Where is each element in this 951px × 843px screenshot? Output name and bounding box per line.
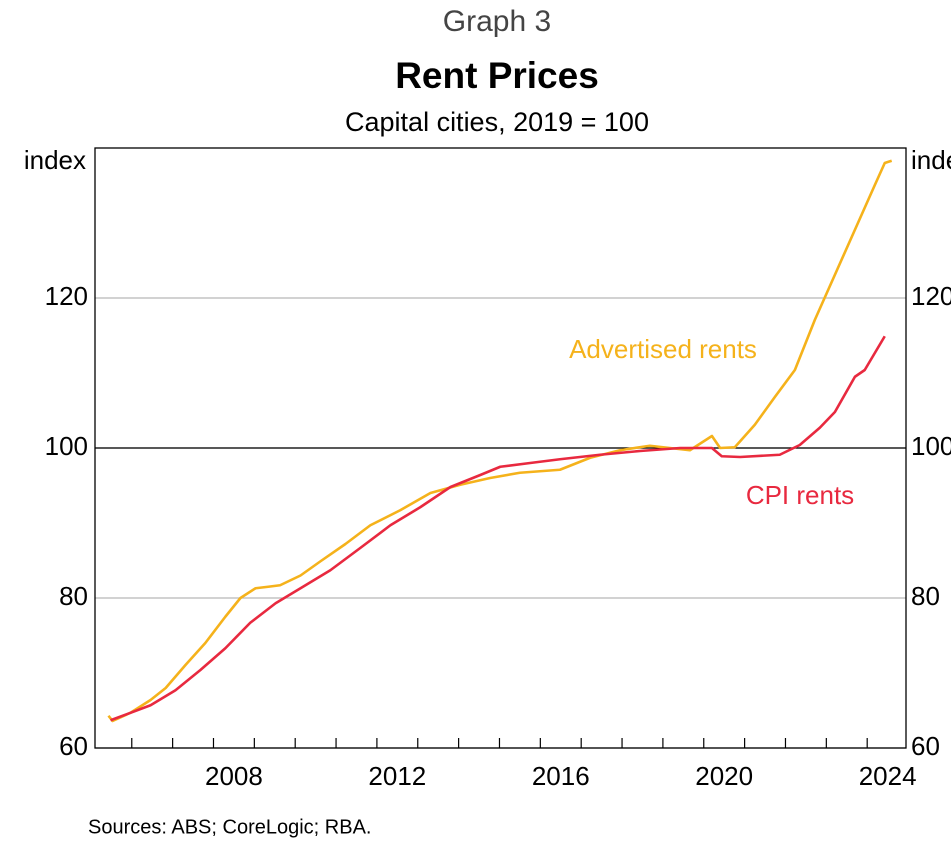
series-line xyxy=(110,335,886,722)
x-tick-label: 2016 xyxy=(532,761,590,791)
y-tick-label: 120 xyxy=(45,281,88,311)
y2-tick-label: 120 xyxy=(911,281,951,311)
x-tick-label: 2008 xyxy=(205,761,263,791)
graph-label: Graph 3 xyxy=(443,5,551,38)
y2-axis-label: index xyxy=(911,145,951,175)
source-note: Sources: ABS; CoreLogic; RBA. xyxy=(88,816,371,838)
y-tick-label: 60 xyxy=(59,731,88,761)
chart-title: Rent Prices xyxy=(395,55,599,96)
y2-tick-label: 60 xyxy=(911,731,940,761)
series-label: CPI rents xyxy=(746,480,854,510)
y-axis-label: index xyxy=(24,145,86,175)
series-label: Advertised rents xyxy=(569,334,757,364)
y-tick-label: 80 xyxy=(59,581,88,611)
x-tick-label: 2020 xyxy=(695,761,753,791)
series-line xyxy=(107,159,893,723)
y-tick-label: 100 xyxy=(45,431,88,461)
y2-tick-label: 100 xyxy=(911,431,951,461)
chart-subtitle: Capital cities, 2019 = 100 xyxy=(345,107,649,137)
y2-tick-label: 80 xyxy=(911,581,940,611)
x-tick-label: 2012 xyxy=(368,761,426,791)
x-tick-label: 2024 xyxy=(859,761,917,791)
plot-frame xyxy=(94,147,907,749)
